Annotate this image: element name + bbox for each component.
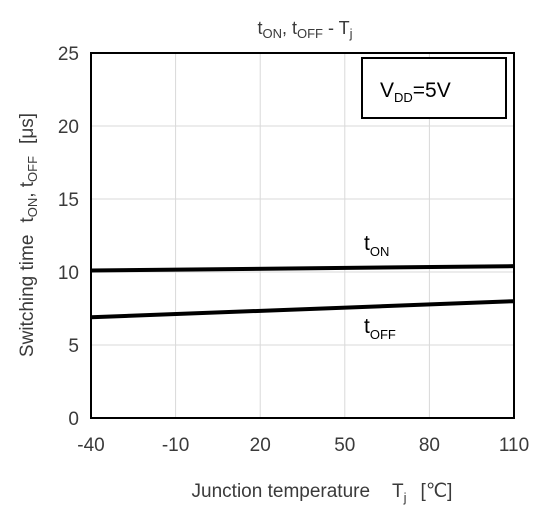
series-label-ton: tON bbox=[364, 232, 389, 259]
y-tick-label: 15 bbox=[58, 190, 79, 211]
annotation-text: VDD=5V bbox=[380, 79, 451, 105]
y-tick-label: 5 bbox=[68, 336, 79, 357]
x-tick-label: 50 bbox=[334, 435, 355, 456]
series-line-ton bbox=[90, 264, 515, 273]
x-tick-label: -40 bbox=[77, 435, 104, 456]
annotation-vdd: VDD=5V bbox=[361, 57, 507, 119]
series-group bbox=[90, 264, 515, 320]
y-tick-label: 20 bbox=[58, 117, 79, 138]
series-line-toff bbox=[90, 299, 515, 320]
y-tick-label: 10 bbox=[58, 263, 79, 284]
x-axis-label: Junction temperature Tj [℃] bbox=[192, 481, 453, 505]
y-axis-label: Switching timetON, tOFF[μs] bbox=[17, 113, 40, 357]
plot-frame bbox=[90, 52, 515, 419]
x-tick-labels: -40 -10 20 50 80 110 bbox=[77, 435, 529, 456]
x-tick-label: 110 bbox=[499, 435, 529, 456]
x-tick-label: 20 bbox=[250, 435, 271, 456]
y-tick-label: 0 bbox=[68, 409, 79, 430]
y-tick-labels: 0 5 10 15 20 25 bbox=[58, 44, 79, 430]
annotation-box bbox=[361, 57, 507, 119]
x-tick-label: -10 bbox=[162, 435, 189, 456]
chart-title: tON, tOFF - Tj bbox=[257, 18, 352, 41]
y-tick-label: 25 bbox=[58, 44, 79, 65]
series-label-toff: tOFF bbox=[364, 315, 396, 342]
x-tick-label: 80 bbox=[419, 435, 440, 456]
